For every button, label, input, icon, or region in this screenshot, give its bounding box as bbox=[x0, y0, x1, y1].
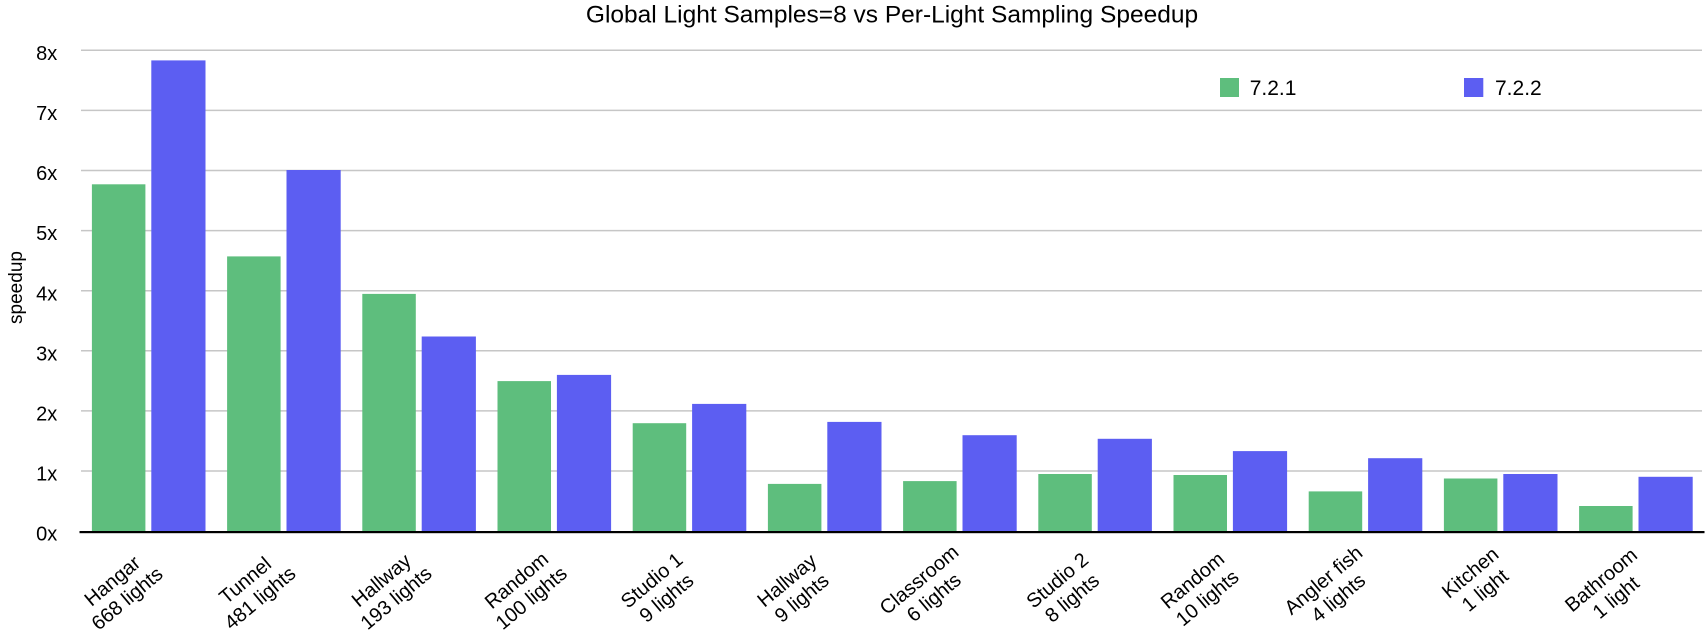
svg-text:6x: 6x bbox=[36, 163, 57, 185]
svg-text:8x: 8x bbox=[36, 43, 57, 65]
svg-text:Hallway193 lights: Hallway193 lights bbox=[342, 545, 437, 635]
svg-text:Studio 19 lights: Studio 19 lights bbox=[617, 549, 702, 631]
svg-text:Random100 lights: Random100 lights bbox=[477, 545, 572, 635]
svg-text:0x: 0x bbox=[36, 524, 57, 546]
svg-text:4x: 4x bbox=[36, 283, 57, 305]
svg-text:Tunnel481 lights: Tunnel481 lights bbox=[206, 545, 301, 635]
svg-text:Classroom6 lights: Classroom6 lights bbox=[876, 541, 978, 637]
svg-text:5x: 5x bbox=[36, 223, 57, 245]
svg-text:7x: 7x bbox=[36, 103, 57, 125]
svg-text:Global Light Samples=8 vs Per-: Global Light Samples=8 vs Per-Light Samp… bbox=[586, 1, 1198, 28]
svg-text:Random10 lights: Random10 lights bbox=[1157, 548, 1244, 631]
svg-text:Studio 28 lights: Studio 28 lights bbox=[1023, 549, 1108, 631]
svg-text:2x: 2x bbox=[36, 404, 57, 426]
svg-text:Bathroom1 light: Bathroom1 light bbox=[1561, 544, 1656, 634]
svg-text:Kitchen1 light: Kitchen1 light bbox=[1438, 543, 1518, 620]
svg-text:Angler fish4 lights: Angler fish4 lights bbox=[1281, 542, 1382, 637]
svg-text:speedup: speedup bbox=[6, 251, 27, 324]
svg-text:3x: 3x bbox=[36, 343, 57, 365]
svg-text:Hangar668 lights: Hangar668 lights bbox=[73, 545, 168, 635]
svg-text:7.2.1: 7.2.1 bbox=[1250, 77, 1297, 100]
svg-text:Hallway9 lights: Hallway9 lights bbox=[753, 550, 836, 629]
svg-text:1x: 1x bbox=[36, 464, 57, 486]
svg-text:7.2.2: 7.2.2 bbox=[1495, 77, 1542, 100]
